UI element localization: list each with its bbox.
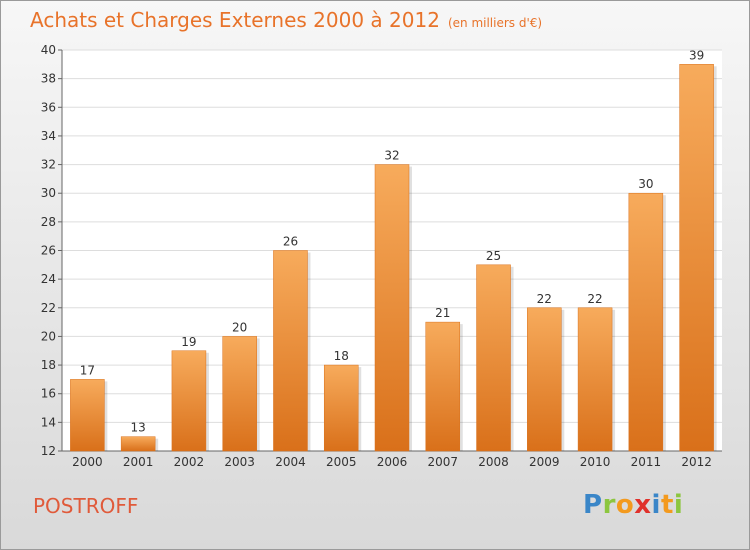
bar-value-label: 13 <box>131 421 146 435</box>
bar <box>527 307 562 452</box>
bar-value-label: 21 <box>435 306 450 320</box>
x-tick-label: 2009 <box>529 455 560 469</box>
chart-title: Achats et Charges Externes 2000 à 2012 (e… <box>30 8 542 32</box>
y-tick-label: 36 <box>41 100 56 114</box>
bar <box>273 250 308 452</box>
y-tick-label: 34 <box>41 129 56 143</box>
bar <box>374 164 410 452</box>
bar <box>476 264 511 452</box>
y-tick-label: 22 <box>41 301 56 315</box>
bar-value-label: 30 <box>638 177 653 191</box>
bar-value-label: 20 <box>232 320 247 334</box>
y-tick-label: 30 <box>41 186 56 200</box>
x-tick-label: 2000 <box>72 455 103 469</box>
bar-value-label: 22 <box>537 292 552 306</box>
bar-value-label: 32 <box>384 149 399 163</box>
x-tick-label: 2010 <box>580 455 611 469</box>
x-tick-label: 2002 <box>174 455 205 469</box>
bar-value-label: 22 <box>587 292 602 306</box>
chart-title-text: Achats et Charges Externes 2000 à 2012 <box>30 8 440 32</box>
y-tick-label: 38 <box>41 72 56 86</box>
x-tick-label: 2011 <box>631 455 662 469</box>
bar <box>70 379 105 452</box>
y-tick-label: 32 <box>41 158 56 172</box>
y-tick-label: 14 <box>41 415 56 429</box>
x-tick-label: 2003 <box>224 455 255 469</box>
x-tick-label: 2001 <box>123 455 154 469</box>
bar <box>679 64 714 452</box>
y-tick-label: 16 <box>41 387 56 401</box>
commune-name: POSTROFF <box>33 494 139 518</box>
x-tick-label: 2007 <box>427 455 458 469</box>
y-tick-label: 26 <box>41 244 56 258</box>
bar-value-label: 25 <box>486 249 501 263</box>
bar-value-label: 19 <box>181 335 196 349</box>
bar <box>425 321 461 452</box>
bar <box>577 307 613 452</box>
y-tick-label: 12 <box>41 444 56 458</box>
bar-value-label: 18 <box>334 349 349 363</box>
bar <box>222 336 257 452</box>
x-tick-label: 2004 <box>275 455 306 469</box>
bar <box>120 436 156 452</box>
x-tick-label: 2005 <box>326 455 357 469</box>
bar-value-label: 17 <box>80 363 95 377</box>
y-tick-label: 40 <box>41 43 56 57</box>
y-tick-label: 28 <box>41 215 56 229</box>
bar <box>171 350 207 452</box>
bar-value-label: 39 <box>689 48 704 62</box>
bar <box>628 192 664 452</box>
y-tick-label: 18 <box>41 358 56 372</box>
chart-unit: (en milliers d'€) <box>447 16 543 30</box>
x-tick-label: 2006 <box>377 455 408 469</box>
y-tick-label: 24 <box>41 272 56 286</box>
x-tick-label: 2012 <box>681 455 712 469</box>
proxiti-logo[interactable]: Proxiti <box>583 490 684 520</box>
x-tick-label: 2008 <box>478 455 509 469</box>
bar-value-label: 26 <box>283 235 298 249</box>
y-tick-label: 20 <box>41 329 56 343</box>
bar <box>323 364 359 452</box>
